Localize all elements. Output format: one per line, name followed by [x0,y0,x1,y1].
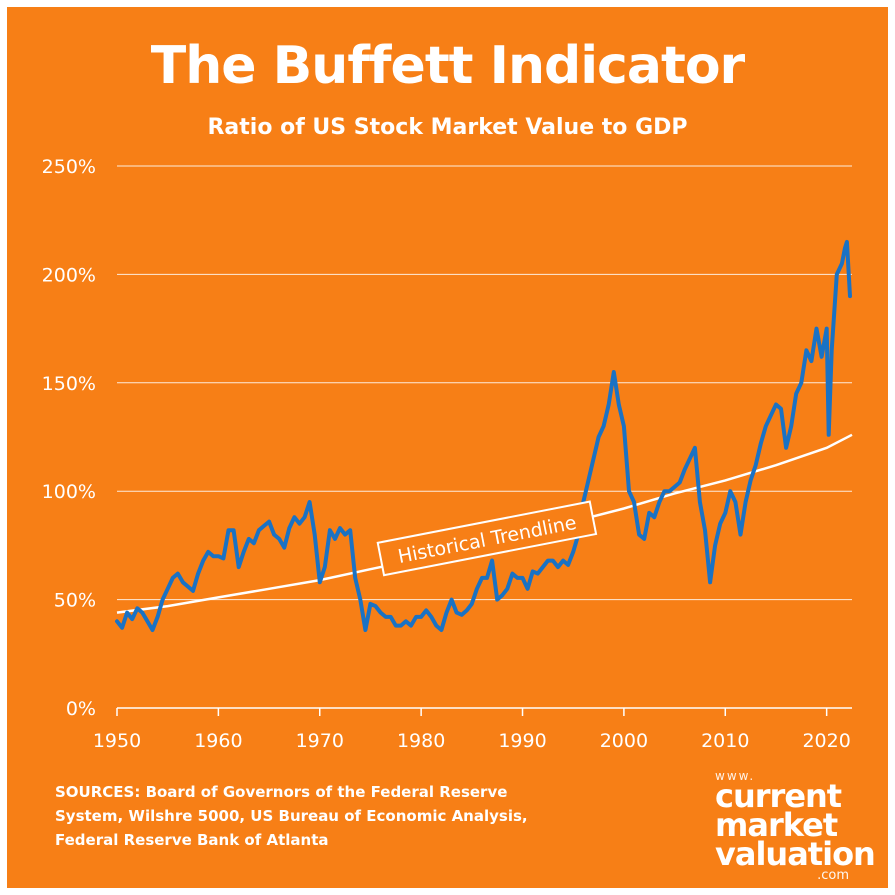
logo-line-valuation: valuation [715,835,876,873]
x-tick-label: 2010 [701,730,749,752]
x-tick-label: 1950 [93,730,141,752]
x-tick-label: 1990 [498,730,546,752]
logo-line-current: current [715,777,842,815]
y-tick-label: 150% [42,373,96,395]
brand-logo: www. current market valuation .com [715,769,876,883]
sources-note: SOURCES: Board of Governors of the Feder… [55,783,528,849]
trendline-annotation: Historical Trendline [376,500,598,577]
y-tick-label: 50% [54,590,96,612]
y-tick-label: 250% [42,156,96,178]
x-tick-label: 1980 [397,730,445,752]
chart-panel [7,7,888,888]
logo-com: .com [817,868,849,883]
y-tick-label: 200% [42,264,96,286]
x-tick-label: 1960 [194,730,242,752]
logo-line-market: market [715,806,838,844]
chart-title: The Buffett Indicator [150,36,745,96]
x-tick-label: 2020 [802,730,850,752]
series-line-buffett-indicator [115,239,852,632]
logo-www: www. [715,769,756,783]
x-tick-label: 2000 [600,730,648,752]
x-tick-label: 1970 [296,730,344,752]
trendline-annotation-box [376,500,598,577]
chart-subtitle: Ratio of US Stock Market Value to GDP [207,115,688,140]
y-tick-label: 100% [42,481,96,503]
y-tick-label: 0% [66,698,96,720]
